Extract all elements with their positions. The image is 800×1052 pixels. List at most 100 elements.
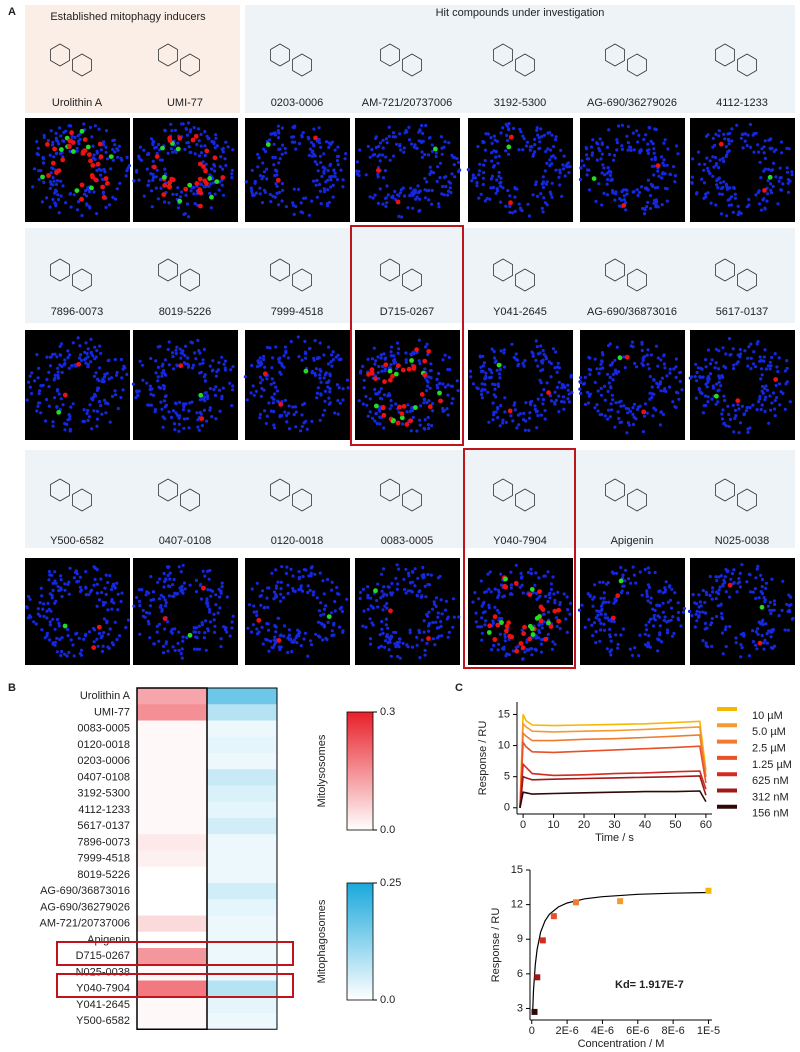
dot	[265, 345, 269, 349]
dot	[182, 417, 186, 421]
dot	[690, 614, 694, 618]
dot	[265, 177, 269, 181]
dot	[198, 203, 203, 209]
dot	[115, 187, 119, 191]
dot	[404, 422, 410, 427]
image-bg	[133, 558, 238, 665]
dot	[589, 145, 594, 149]
dot	[785, 380, 789, 384]
dot	[404, 128, 408, 133]
dot	[540, 206, 544, 210]
dot	[678, 379, 682, 383]
dot	[45, 142, 50, 147]
dot	[545, 161, 549, 165]
dot	[397, 645, 401, 649]
dot	[153, 410, 157, 414]
dot	[89, 350, 93, 354]
dot	[779, 140, 784, 144]
ring	[737, 488, 757, 512]
dot	[330, 588, 334, 592]
dot	[719, 574, 724, 578]
dot	[87, 630, 92, 634]
dot	[706, 166, 710, 170]
dot	[177, 565, 181, 569]
dot	[582, 381, 587, 386]
dot	[59, 179, 63, 183]
dot	[183, 147, 187, 151]
dot	[509, 570, 513, 574]
dot	[252, 610, 256, 614]
dot	[741, 132, 746, 136]
dot	[497, 170, 501, 175]
dot	[68, 353, 72, 357]
dot	[294, 147, 298, 151]
dot	[674, 375, 678, 379]
dot	[668, 172, 672, 176]
dot	[489, 151, 494, 155]
dot	[765, 388, 770, 392]
dot	[716, 400, 720, 404]
dot	[183, 186, 189, 192]
dot	[450, 153, 454, 157]
dot	[749, 356, 753, 360]
dot	[116, 155, 120, 159]
x-axis-label: Concentration / M	[578, 1038, 665, 1047]
colorbar-tick-label: 0.0	[380, 994, 395, 1006]
structure	[158, 43, 200, 77]
dot	[137, 178, 141, 182]
dot	[701, 610, 705, 614]
legend-label: 2.5 µM	[752, 743, 786, 755]
dot	[333, 171, 337, 175]
dot	[790, 170, 794, 174]
dot	[151, 159, 155, 163]
heat-cell	[137, 720, 207, 738]
dot	[657, 174, 661, 178]
dot	[203, 144, 207, 148]
dot	[741, 631, 746, 635]
dot	[404, 360, 408, 364]
dot	[171, 594, 175, 598]
dot	[155, 151, 159, 156]
dot	[85, 144, 91, 150]
dot	[611, 189, 615, 193]
dot	[706, 379, 710, 383]
dot	[113, 357, 117, 362]
dot	[322, 353, 326, 357]
dot	[35, 140, 39, 144]
dot	[663, 590, 667, 594]
x-tick-label: 4E-6	[591, 1025, 614, 1037]
dot	[302, 421, 306, 425]
dot	[539, 637, 544, 642]
dot	[319, 392, 323, 396]
dot	[533, 150, 537, 154]
dot	[551, 347, 556, 351]
dot	[541, 397, 546, 402]
dot	[292, 412, 296, 417]
dot	[704, 358, 708, 362]
dot	[60, 594, 64, 599]
dot	[346, 386, 350, 390]
heat-cell	[137, 964, 207, 981]
structure	[605, 258, 647, 292]
dot	[482, 361, 486, 365]
dot	[537, 576, 541, 580]
dot	[99, 168, 103, 172]
dot	[321, 413, 325, 417]
dot	[635, 365, 639, 369]
dot	[180, 647, 184, 651]
dot	[105, 371, 109, 375]
dot	[88, 158, 93, 164]
dot	[185, 133, 189, 137]
dot	[644, 628, 649, 632]
dot	[126, 618, 130, 622]
panel-label: B	[8, 682, 16, 694]
dot	[440, 634, 444, 638]
dot	[480, 604, 484, 608]
dot	[218, 409, 222, 413]
dot	[504, 420, 508, 424]
dot	[345, 597, 349, 601]
dot	[746, 364, 750, 368]
dot	[122, 364, 126, 368]
dot	[483, 159, 487, 163]
dot	[490, 347, 494, 351]
